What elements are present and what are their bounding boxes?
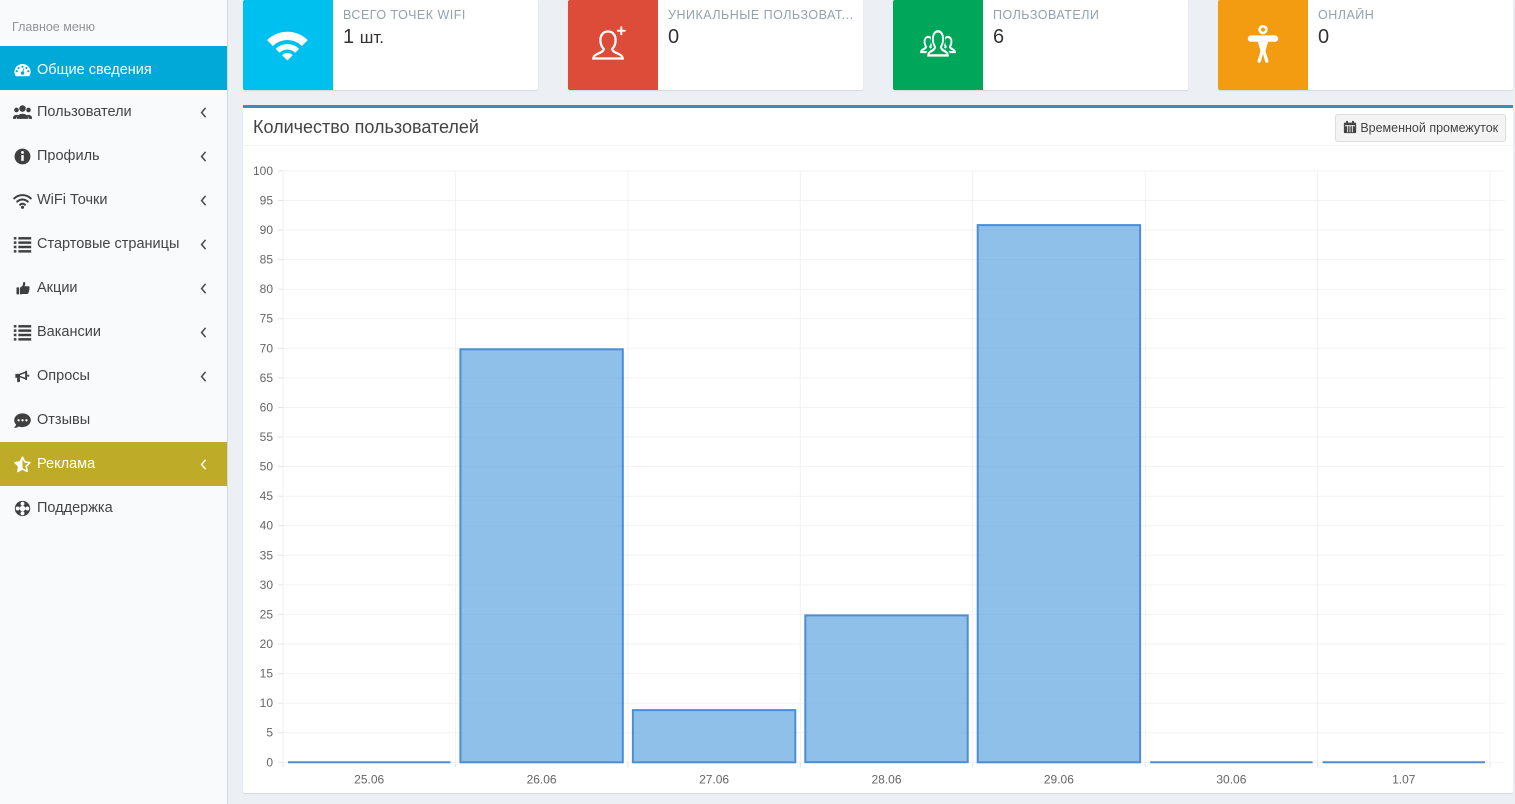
svg-text:95: 95 <box>260 194 274 208</box>
svg-text:90: 90 <box>260 223 274 237</box>
svg-text:50: 50 <box>260 460 274 474</box>
svg-text:29.06: 29.06 <box>1044 772 1074 786</box>
svg-text:1.07: 1.07 <box>1392 772 1416 786</box>
svg-text:75: 75 <box>260 312 274 326</box>
svg-text:60: 60 <box>260 401 274 415</box>
svg-text:28.06: 28.06 <box>871 772 901 786</box>
svg-text:10: 10 <box>260 696 274 710</box>
svg-text:15: 15 <box>260 667 274 681</box>
svg-text:40: 40 <box>260 519 274 533</box>
svg-text:35: 35 <box>260 548 274 562</box>
svg-text:45: 45 <box>260 489 274 503</box>
svg-text:55: 55 <box>260 430 274 444</box>
svg-text:80: 80 <box>260 282 274 296</box>
svg-text:0: 0 <box>266 755 273 769</box>
svg-text:20: 20 <box>260 637 274 651</box>
svg-text:25: 25 <box>260 607 274 621</box>
svg-text:25.06: 25.06 <box>354 772 384 786</box>
svg-text:70: 70 <box>260 341 274 355</box>
svg-text:85: 85 <box>260 253 274 267</box>
svg-text:27.06: 27.06 <box>699 772 729 786</box>
svg-text:30: 30 <box>260 578 274 592</box>
svg-text:100: 100 <box>253 164 273 178</box>
svg-text:26.06: 26.06 <box>527 772 557 786</box>
svg-text:30.06: 30.06 <box>1216 772 1246 786</box>
svg-text:65: 65 <box>260 371 274 385</box>
svg-text:5: 5 <box>266 726 273 740</box>
